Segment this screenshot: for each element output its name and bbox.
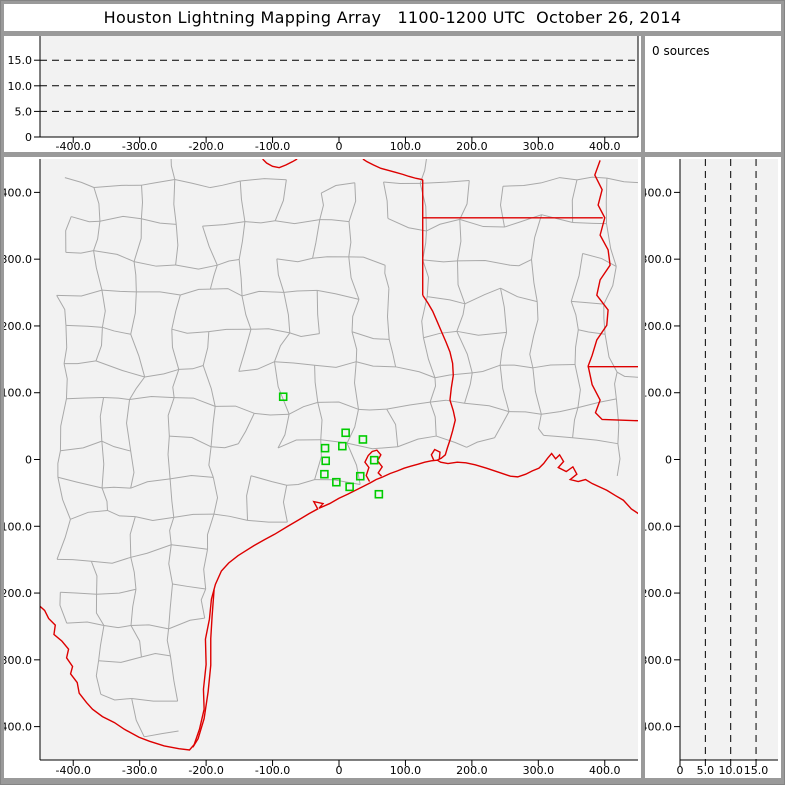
lma-station-marker — [369, 455, 379, 465]
lma-station-marker — [374, 489, 384, 499]
state-border-line — [40, 452, 638, 751]
ew-tick-label: 200.0 — [456, 764, 488, 777]
state-border-line — [262, 159, 298, 169]
county-boundaries-layer — [56, 159, 638, 738]
plan-view-map-plot[interactable]: 400.0 300.0 200.0 100.0 0 -100.0 -200.0 -300.0 -… — [4, 157, 641, 778]
lma-station-marker — [341, 428, 350, 438]
state-border-line — [364, 449, 384, 482]
ns-tick-label: 300.0 — [645, 253, 672, 266]
ew-tick-label: 100.0 — [390, 140, 422, 152]
state-border-line — [192, 589, 215, 748]
lma-station-marker — [355, 471, 365, 481]
ns-tick-label: -100.0 — [4, 520, 32, 533]
lma-station-marker — [345, 482, 354, 492]
altitude-vs-ew-plot[interactable]: 0 5.0 10.0 15.0 -400.0 -300.0 -200.0 -100.0 0 100… — [4, 36, 641, 152]
plot-area[interactable] — [40, 36, 638, 137]
title-bar: Houston Lightning Mapping Array 1100-120… — [4, 4, 781, 31]
ew-tick-label: 100.0 — [390, 764, 422, 777]
ns-tick-label: -300.0 — [645, 654, 672, 667]
state-border-line — [362, 159, 423, 181]
ns-tick-label: -200.0 — [4, 587, 32, 600]
state-border-line — [587, 160, 638, 422]
ns-tick-label: 200.0 — [4, 320, 32, 333]
lma-station-marker — [278, 392, 288, 402]
alt-tick-label: 5.0 — [697, 764, 715, 777]
ns-tick-label: 0 — [665, 454, 672, 467]
source-count-text: 0 sources — [652, 44, 710, 58]
ew-tick-label: -300.0 — [122, 140, 157, 152]
ns-tick-label: -100.0 — [645, 520, 672, 533]
map-layers — [40, 159, 638, 751]
alt-tick-label: 5.0 — [15, 105, 33, 118]
plan-view-map-panel: 400.0 300.0 200.0 100.0 0 -100.0 -200.0 -300.0 -… — [4, 157, 641, 778]
ns-tick-label: -400.0 — [4, 721, 32, 734]
state-border-line — [430, 448, 441, 462]
alt-tick-label: 10.0 — [8, 80, 33, 93]
ns-tick-label: 200.0 — [645, 320, 672, 333]
ew-tick-label: -200.0 — [188, 140, 223, 152]
lma-station-marker — [338, 441, 347, 451]
ns-tick-label: 0 — [25, 454, 32, 467]
lma-station-marker — [321, 456, 331, 466]
state-borders-layer — [40, 159, 638, 751]
lma-station-marker — [320, 443, 330, 453]
ew-tick-label: 200.0 — [456, 140, 488, 152]
ew-tick-label: 300.0 — [523, 764, 555, 777]
altitude-vs-ns-plot[interactable]: 400.0 300.0 200.0 100.0 0 -100.0 -200.0 -300.0 -… — [645, 157, 781, 778]
lma-stations-layer — [278, 392, 384, 499]
lma-station-marker — [332, 477, 341, 487]
state-border-line — [422, 294, 456, 461]
lma-station-marker — [358, 435, 368, 444]
altitude-vs-ns-panel: 400.0 300.0 200.0 100.0 0 -100.0 -200.0 -300.0 -… — [645, 157, 781, 778]
page-title: Houston Lightning Mapping Array 1100-120… — [103, 8, 682, 27]
ew-tick-label: 0 — [336, 764, 343, 777]
alt-tick-label: 10.0 — [718, 764, 743, 777]
alt-tick-label: 0 — [677, 764, 684, 777]
ew-tick-label: -100.0 — [255, 140, 290, 152]
ew-tick-label: -400.0 — [55, 140, 90, 152]
ew-tick-label: 300.0 — [523, 140, 555, 152]
alt-tick-label: 15.0 — [744, 764, 769, 777]
altitude-vs-ew-panel: 0 5.0 10.0 15.0 -400.0 -300.0 -200.0 -100.0 0 100… — [4, 36, 641, 152]
plot-area[interactable] — [680, 159, 778, 760]
ns-tick-label: -200.0 — [645, 587, 672, 600]
ns-tick-label: 400.0 — [645, 186, 672, 199]
alt-tick-label: 15.0 — [8, 54, 33, 67]
ew-tick-label: -400.0 — [55, 764, 90, 777]
ns-tick-label: 100.0 — [645, 387, 672, 400]
alt-tick-label: 0 — [25, 131, 32, 144]
ew-tick-label: 400.0 — [589, 140, 621, 152]
plot-area[interactable] — [40, 159, 638, 760]
ew-tick-label: -200.0 — [188, 764, 223, 777]
lma-station-marker — [320, 469, 329, 479]
ew-tick-label: 0 — [336, 140, 343, 152]
ns-tick-label: 300.0 — [4, 253, 32, 266]
ew-tick-label: 400.0 — [589, 764, 621, 777]
ew-tick-label: -100.0 — [255, 764, 290, 777]
ns-tick-label: -300.0 — [4, 654, 32, 667]
ns-tick-label: 400.0 — [4, 186, 32, 199]
ns-tick-label: -400.0 — [645, 721, 672, 734]
source-count-panel: 0 sources — [645, 36, 781, 152]
ns-tick-label: 100.0 — [4, 387, 32, 400]
ew-tick-label: -300.0 — [122, 764, 157, 777]
